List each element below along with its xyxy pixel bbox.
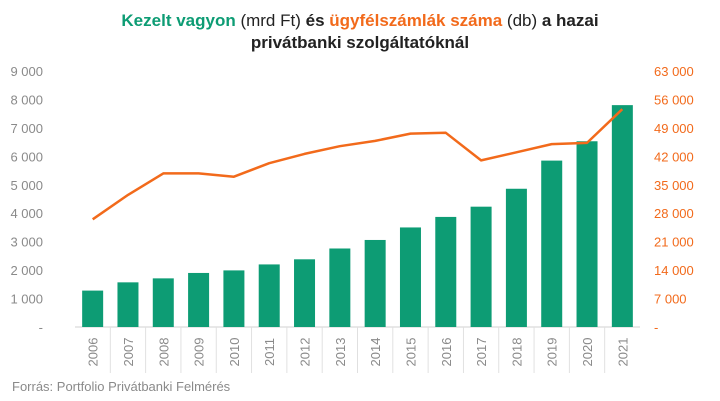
x-tick-label: 2021 (615, 338, 630, 367)
bar (294, 259, 316, 327)
x-tick-label: 2010 (227, 338, 242, 367)
bar (117, 282, 139, 327)
bar (470, 206, 492, 327)
x-tick-label: 2009 (192, 338, 207, 367)
x-tick-label: 2007 (121, 338, 136, 367)
bar (223, 270, 245, 327)
bar (82, 290, 104, 327)
bar (188, 272, 210, 327)
left-tick-label: 5 000 (10, 178, 43, 193)
title-assets-unit: (mrd Ft) (235, 11, 306, 30)
title-accounts: ügyfélszámlák száma (329, 11, 503, 30)
bar (329, 248, 351, 327)
x-tick-label: 2012 (298, 338, 313, 367)
left-tick-label: 4 000 (10, 206, 43, 221)
left-tick-label: 1 000 (10, 292, 43, 307)
x-tick-label: 2020 (580, 338, 595, 367)
left-tick-label: - (39, 320, 43, 335)
x-tick-label: 2006 (86, 338, 101, 367)
bar (611, 105, 633, 327)
right-tick-label: 42 000 (654, 149, 694, 164)
x-tick-label: 2013 (333, 338, 348, 367)
right-tick-label: 28 000 (654, 206, 694, 221)
right-tick-label: 21 000 (654, 235, 694, 250)
right-tick-label: - (654, 320, 658, 335)
chart-title: Kezelt vagyon (mrd Ft) és ügyfélszámlák … (0, 10, 720, 54)
line-series-accounts (91, 108, 624, 221)
bar (152, 278, 174, 327)
x-tick-label: 2008 (156, 338, 171, 367)
title-line2: privátbanki szolgáltatóknál (250, 33, 470, 52)
title-assets: Kezelt vagyon (121, 11, 236, 30)
right-tick-label: 49 000 (654, 121, 694, 136)
title-accounts-unit: (db) (502, 11, 542, 30)
x-tick-label: 2015 (403, 338, 418, 367)
left-tick-label: 8 000 (10, 92, 43, 107)
x-tick-label: 2014 (368, 338, 383, 367)
left-tick-label: 7 000 (10, 121, 43, 136)
bar (364, 239, 386, 327)
x-tick-label: 2018 (509, 338, 524, 367)
right-tick-label: 14 000 (654, 263, 694, 278)
title-and: és (305, 11, 325, 30)
right-tick-label: 35 000 (654, 178, 694, 193)
title-tail: a hazai (541, 11, 599, 30)
x-tick-label: 2019 (545, 338, 560, 367)
bar (435, 216, 457, 327)
x-tick-label: 2011 (262, 338, 277, 366)
left-tick-label: 9 000 (10, 64, 43, 79)
bar (576, 141, 598, 327)
x-tick-label: 2016 (439, 338, 454, 367)
x-tick-label: 2017 (474, 338, 489, 367)
left-tick-label: 2 000 (10, 263, 43, 278)
right-tick-label: 7 000 (654, 292, 687, 307)
left-tick-label: 6 000 (10, 149, 43, 164)
right-tick-label: 56 000 (654, 92, 694, 107)
bar (399, 227, 421, 327)
bar (258, 264, 280, 327)
source-note: Forrás: Portfolio Privátbanki Felmérés (12, 379, 231, 394)
bar (505, 188, 527, 327)
right-tick-label: 63 000 (654, 64, 694, 79)
bar (541, 160, 563, 327)
left-tick-label: 3 000 (10, 235, 43, 250)
